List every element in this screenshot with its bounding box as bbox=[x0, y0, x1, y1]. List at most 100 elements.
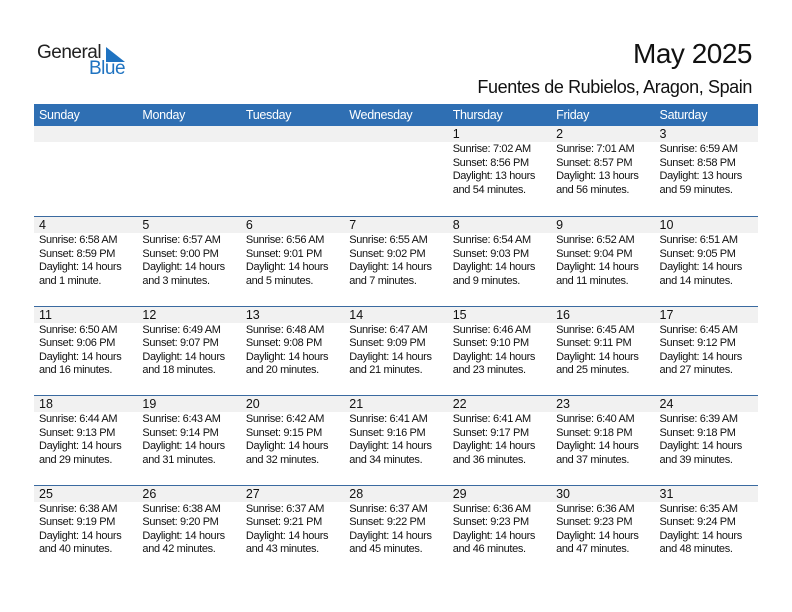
weekday-friday: Friday bbox=[556, 108, 590, 122]
day-cell: Sunrise: 6:39 AM Sunset: 9:18 PM Daylight:… bbox=[655, 412, 758, 467]
daylight-text: Daylight: 14 hours bbox=[39, 440, 122, 452]
sunrise-text: Sunrise: 6:41 AM bbox=[452, 413, 532, 425]
day-details-row: Sunrise: 6:38 AM Sunset: 9:19 PM Daylight:… bbox=[34, 502, 758, 557]
sunrise-text: Sunrise: 6:48 AM bbox=[245, 323, 325, 336]
sunset-text: Sunset: 8:58 PM bbox=[659, 156, 736, 169]
sunset-text: Sunset: 9:13 PM bbox=[39, 426, 116, 439]
day-cell: Sunrise: 7:02 AM Sunset: 8:56 PM Daylight:… bbox=[448, 142, 551, 197]
day-cell: Sunrise: 6:59 AM Sunset: 8:58 PM Daylight:… bbox=[655, 142, 758, 197]
daylight-text: and 40 minutes. bbox=[39, 543, 113, 555]
day-cell bbox=[344, 142, 447, 197]
daylight-text: Daylight: 14 hours bbox=[452, 529, 536, 542]
day-number: 13 bbox=[245, 307, 260, 322]
daylight-text: Daylight: 14 hours bbox=[245, 261, 329, 273]
daylight-text: and 25 minutes. bbox=[556, 364, 630, 376]
daylight-text: Daylight: 14 hours bbox=[142, 529, 225, 542]
day-number: 27 bbox=[245, 486, 260, 501]
day-number: 2 bbox=[556, 127, 564, 141]
daylight-text: and 18 minutes. bbox=[142, 364, 216, 376]
daylight-text: Daylight: 14 hours bbox=[659, 529, 743, 542]
day-cell: Sunrise: 6:49 AM Sunset: 9:07 PM Daylight:… bbox=[137, 323, 240, 378]
day-number: 23 bbox=[556, 397, 571, 411]
sunset-text: Sunset: 9:21 PM bbox=[245, 516, 322, 528]
sunrise-text: Sunrise: 7:01 AM bbox=[556, 143, 635, 155]
sunset-text: Sunset: 9:15 PM bbox=[245, 426, 322, 439]
day-cell: Sunrise: 6:42 AM Sunset: 9:15 PM Daylight:… bbox=[241, 412, 344, 467]
day-number: 5 bbox=[142, 218, 150, 232]
daylight-text: and 39 minutes. bbox=[659, 453, 733, 466]
weekday-sunday: Sunday bbox=[39, 108, 80, 122]
sunrise-text: Sunrise: 6:58 AM bbox=[39, 234, 118, 246]
day-cell: Sunrise: 6:37 AM Sunset: 9:22 PM Daylight:… bbox=[344, 502, 447, 557]
day-number bbox=[34, 126, 137, 142]
sunset-text: Sunset: 9:14 PM bbox=[142, 426, 219, 439]
day-cell: Sunrise: 6:54 AM Sunset: 9:03 PM Daylight:… bbox=[448, 233, 551, 288]
daylight-text: Daylight: 14 hours bbox=[659, 261, 743, 273]
day-number: 1 bbox=[452, 127, 460, 141]
sunrise-text: Sunrise: 6:43 AM bbox=[142, 413, 221, 425]
daylight-text: Daylight: 14 hours bbox=[245, 529, 329, 542]
daylight-text: Daylight: 14 hours bbox=[659, 350, 743, 363]
daylight-text: Daylight: 14 hours bbox=[556, 350, 639, 363]
day-number-band: 1 2 3 bbox=[34, 126, 758, 142]
day-cell: Sunrise: 6:57 AM Sunset: 9:00 PM Daylight:… bbox=[137, 233, 240, 288]
day-number: 31 bbox=[659, 486, 674, 501]
sunset-text: Sunset: 9:02 PM bbox=[349, 247, 426, 260]
sunrise-text: Sunrise: 6:42 AM bbox=[245, 413, 325, 425]
sunset-text: Sunset: 9:04 PM bbox=[556, 247, 633, 260]
logo-text-general: General bbox=[37, 42, 102, 63]
day-number bbox=[344, 126, 447, 142]
day-number: 9 bbox=[556, 218, 564, 232]
daylight-text: and 1 minute. bbox=[39, 274, 102, 287]
logo-triangle-icon bbox=[106, 47, 125, 62]
sunset-text: Sunset: 9:19 PM bbox=[39, 516, 116, 528]
daylight-text: and 29 minutes. bbox=[39, 453, 113, 466]
daylight-text: and 59 minutes. bbox=[659, 183, 733, 196]
day-number: 30 bbox=[556, 486, 571, 501]
day-details-row: Sunrise: 6:50 AM Sunset: 9:06 PM Daylight:… bbox=[34, 323, 758, 378]
daylight-text: and 14 minutes. bbox=[659, 274, 733, 287]
day-cell: Sunrise: 6:50 AM Sunset: 9:06 PM Daylight:… bbox=[34, 323, 137, 378]
day-number: 20 bbox=[245, 397, 260, 411]
sunset-text: Sunset: 9:03 PM bbox=[452, 247, 529, 260]
day-cell bbox=[137, 142, 240, 197]
daylight-text: and 45 minutes. bbox=[349, 543, 423, 555]
day-number: 10 bbox=[659, 218, 674, 232]
daylight-text: Daylight: 14 hours bbox=[349, 350, 432, 363]
daylight-text: Daylight: 14 hours bbox=[452, 261, 536, 273]
day-number: 25 bbox=[39, 486, 53, 501]
day-cell: Sunrise: 6:41 AM Sunset: 9:17 PM Daylight:… bbox=[448, 412, 551, 467]
day-number bbox=[137, 126, 240, 142]
daylight-text: Daylight: 14 hours bbox=[452, 440, 536, 452]
daylight-text: and 16 minutes. bbox=[39, 364, 113, 376]
day-cell: Sunrise: 6:52 AM Sunset: 9:04 PM Daylight:… bbox=[551, 233, 654, 288]
day-cell: Sunrise: 6:37 AM Sunset: 9:21 PM Daylight:… bbox=[241, 502, 344, 557]
day-cell: Sunrise: 6:47 AM Sunset: 9:09 PM Daylight:… bbox=[344, 323, 447, 378]
day-number: 16 bbox=[556, 307, 571, 322]
daylight-text: and 42 minutes. bbox=[142, 543, 216, 555]
daylight-text: and 34 minutes. bbox=[349, 453, 423, 466]
day-number: 21 bbox=[349, 397, 364, 411]
daylight-text: and 46 minutes. bbox=[452, 543, 526, 555]
day-number: 18 bbox=[39, 397, 53, 411]
day-number-band: 25 26 27 28 29 30 31 bbox=[34, 485, 758, 502]
sunrise-text: Sunrise: 6:49 AM bbox=[142, 323, 221, 336]
weekday-header: Sunday Monday Tuesday Wednesday Thursday Frid… bbox=[34, 104, 758, 126]
sunrise-text: Sunrise: 6:36 AM bbox=[452, 502, 532, 515]
day-cell: Sunrise: 6:48 AM Sunset: 9:08 PM Daylight:… bbox=[241, 323, 344, 378]
sunset-text: Sunset: 8:59 PM bbox=[39, 247, 116, 260]
sunrise-text: Sunrise: 6:57 AM bbox=[142, 234, 221, 246]
logo-text-blue: Blue bbox=[89, 58, 126, 79]
day-cell: Sunrise: 6:40 AM Sunset: 9:18 PM Daylight:… bbox=[551, 412, 654, 467]
sunrise-text: Sunrise: 6:39 AM bbox=[659, 413, 739, 425]
daylight-text: Daylight: 14 hours bbox=[452, 350, 536, 363]
day-cell bbox=[34, 142, 137, 197]
day-number: 26 bbox=[142, 486, 157, 501]
sunset-text: Sunset: 9:17 PM bbox=[452, 426, 529, 439]
weekday-wednesday: Wednesday bbox=[349, 108, 413, 122]
day-cell: Sunrise: 6:55 AM Sunset: 9:02 PM Daylight:… bbox=[344, 233, 447, 288]
day-cell: Sunrise: 6:58 AM Sunset: 8:59 PM Daylight:… bbox=[34, 233, 137, 288]
page-title: May 2025 bbox=[633, 38, 752, 69]
daylight-text: and 37 minutes. bbox=[556, 453, 630, 466]
day-number: 15 bbox=[452, 307, 467, 322]
